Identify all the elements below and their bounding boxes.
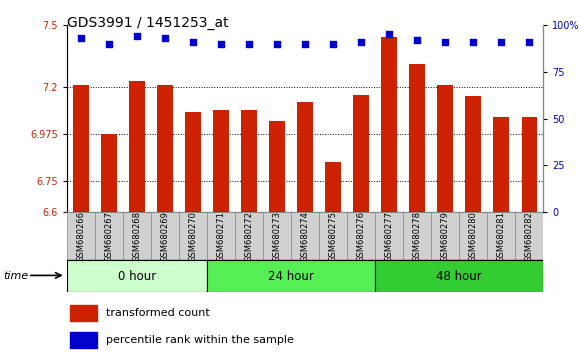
- Bar: [297, 102, 313, 212]
- Point: [413, 37, 422, 42]
- Bar: [213, 110, 229, 212]
- Point: [468, 39, 478, 45]
- Text: 24 hour: 24 hour: [268, 270, 314, 282]
- Text: GSM680267: GSM680267: [105, 211, 113, 262]
- Bar: [459, 212, 487, 260]
- Bar: [270, 121, 285, 212]
- Bar: [151, 212, 179, 260]
- Bar: [207, 212, 235, 260]
- Point: [188, 39, 198, 45]
- Point: [76, 35, 85, 41]
- Bar: [263, 212, 291, 260]
- Bar: [325, 162, 340, 212]
- Bar: [347, 212, 375, 260]
- Bar: [241, 110, 257, 212]
- Bar: [101, 134, 117, 212]
- Text: GSM680281: GSM680281: [497, 211, 505, 262]
- Bar: [403, 212, 431, 260]
- Bar: [522, 116, 537, 212]
- Bar: [67, 212, 95, 260]
- Bar: [375, 260, 543, 292]
- Bar: [129, 81, 145, 212]
- Bar: [73, 85, 88, 212]
- Bar: [157, 85, 173, 212]
- Point: [497, 39, 506, 45]
- Text: GSM680266: GSM680266: [76, 211, 85, 262]
- Point: [440, 39, 450, 45]
- Text: GSM680275: GSM680275: [328, 211, 338, 262]
- Point: [245, 41, 254, 46]
- Point: [356, 39, 365, 45]
- Text: 48 hour: 48 hour: [436, 270, 482, 282]
- Bar: [465, 96, 481, 212]
- Text: 0 hour: 0 hour: [118, 270, 156, 282]
- Bar: [431, 212, 459, 260]
- Bar: [515, 212, 543, 260]
- Text: GSM680270: GSM680270: [188, 211, 198, 262]
- Bar: [67, 260, 207, 292]
- Point: [328, 41, 338, 46]
- Point: [104, 41, 113, 46]
- Text: GDS3991 / 1451253_at: GDS3991 / 1451253_at: [67, 16, 228, 30]
- Bar: [493, 116, 509, 212]
- Text: GSM680282: GSM680282: [525, 211, 534, 262]
- Bar: [235, 212, 263, 260]
- Text: GSM680276: GSM680276: [357, 211, 365, 262]
- Text: GSM680272: GSM680272: [245, 211, 253, 262]
- Text: percentile rank within the sample: percentile rank within the sample: [106, 335, 294, 346]
- Bar: [410, 64, 425, 212]
- Text: GSM680280: GSM680280: [469, 211, 478, 262]
- Bar: [70, 305, 96, 321]
- Bar: [319, 212, 347, 260]
- Point: [216, 41, 225, 46]
- Text: GSM680277: GSM680277: [385, 211, 393, 262]
- Bar: [487, 212, 515, 260]
- Text: GSM680278: GSM680278: [413, 211, 422, 262]
- Text: GSM680273: GSM680273: [272, 211, 282, 262]
- Bar: [179, 212, 207, 260]
- Point: [132, 33, 142, 39]
- Bar: [353, 95, 369, 212]
- Text: GSM680271: GSM680271: [217, 211, 225, 262]
- Bar: [70, 332, 96, 348]
- Bar: [291, 212, 319, 260]
- Point: [272, 41, 282, 46]
- Text: GSM680274: GSM680274: [300, 211, 310, 262]
- Bar: [437, 85, 453, 212]
- Point: [385, 31, 394, 37]
- Text: GSM680279: GSM680279: [440, 211, 450, 262]
- Text: transformed count: transformed count: [106, 308, 210, 318]
- Point: [525, 39, 534, 45]
- Bar: [381, 37, 397, 212]
- Bar: [207, 260, 375, 292]
- Text: GSM680269: GSM680269: [160, 211, 170, 262]
- Text: GSM680268: GSM680268: [132, 211, 141, 262]
- Point: [300, 41, 310, 46]
- Bar: [375, 212, 403, 260]
- Point: [160, 35, 170, 41]
- Bar: [95, 212, 123, 260]
- Bar: [185, 112, 200, 212]
- Bar: [123, 212, 151, 260]
- Text: time: time: [3, 271, 28, 281]
